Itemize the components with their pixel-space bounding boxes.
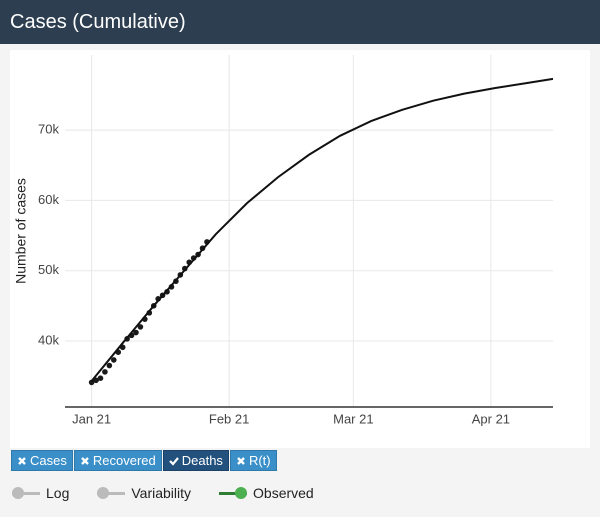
switch-track <box>97 492 126 495</box>
toggle[interactable]: Variability <box>97 485 191 501</box>
y-tick-label: 70k <box>38 122 59 137</box>
switch-knob <box>12 487 24 499</box>
y-tick-label: 40k <box>38 332 59 347</box>
switch-knob <box>235 487 248 499</box>
data-point <box>93 377 99 384</box>
toggle-label: Variability <box>131 485 192 501</box>
data-point <box>88 379 95 386</box>
switch-track <box>219 492 248 495</box>
button-bar: Cases Recovered Deaths R(t) <box>11 450 277 471</box>
switch <box>12 486 40 500</box>
toggle[interactable]: Log <box>12 485 69 501</box>
x-icon <box>81 456 89 465</box>
y-axis-label: Number of cases <box>13 178 29 284</box>
data-point <box>137 324 144 330</box>
x-icon <box>18 456 26 465</box>
y-tick-label: 60k <box>38 192 59 207</box>
series-button[interactable]: Deaths <box>162 450 229 471</box>
switch <box>97 486 126 500</box>
data-point <box>102 369 108 375</box>
series-button[interactable]: Recovered <box>73 450 162 471</box>
switch-track <box>12 492 40 495</box>
x-icon <box>237 456 245 465</box>
switch <box>219 486 248 500</box>
x-tick-label: Jan 21 <box>72 411 111 426</box>
x-tick-label: Mar 21 <box>333 411 373 426</box>
plot-panel: 40k 50k 60k 70k Jan 21 Feb 21 Mar 21 Apr 21 Numb… <box>10 50 590 448</box>
chart: 40k 50k 60k 70k Jan 21 Feb 21 Mar 21 Apr 21 Numb… <box>13 55 554 426</box>
toggle-label: Log <box>46 485 70 501</box>
button-label: Deaths <box>181 453 223 468</box>
fit-line <box>90 77 554 382</box>
header-title: Cases (Cumulative) <box>10 11 186 33</box>
header: Cases (Cumulative) <box>0 0 600 44</box>
data-point <box>111 357 117 363</box>
button-label: Cases <box>30 453 67 468</box>
data-point <box>106 362 113 369</box>
toggle[interactable]: Observed <box>219 485 314 501</box>
x-tick-label: Apr 21 <box>472 411 510 426</box>
x-tick-label: Feb 21 <box>209 411 249 426</box>
button-label: Recovered <box>92 453 156 468</box>
toggle-bar: Log Variability Observed <box>12 485 314 501</box>
series-button[interactable]: Cases <box>11 450 73 471</box>
y-tick-label: 50k <box>38 262 59 277</box>
series-button[interactable]: R(t) <box>229 450 277 471</box>
button-label: R(t) <box>248 453 271 468</box>
switch-knob <box>97 487 110 499</box>
data-point <box>97 375 104 381</box>
toggle-label: Observed <box>253 485 314 501</box>
check-icon <box>168 456 179 466</box>
data-point <box>133 329 139 336</box>
